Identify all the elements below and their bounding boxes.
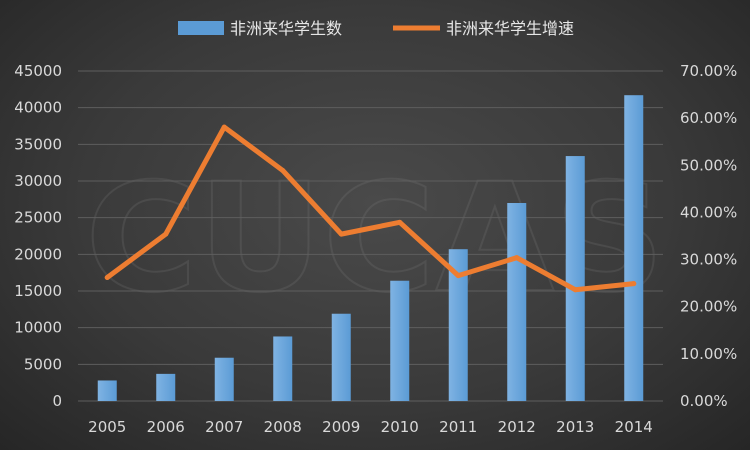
y-left-tick-label: 0 [52, 392, 62, 410]
line-point [631, 281, 637, 287]
y-left-tick-label: 20000 [14, 245, 62, 263]
x-tick-label: 2008 [264, 418, 302, 436]
legend-line-label: 非洲来华学生增速 [446, 19, 574, 38]
y-left-tick-label: 35000 [14, 135, 62, 153]
y-right-tick-label: 40.00% [680, 203, 737, 221]
y-left-tick-label: 40000 [14, 99, 62, 117]
y-right-tick-label: 60.00% [680, 109, 737, 127]
y-right-tick-label: 10.00% [680, 345, 737, 363]
line-point [280, 167, 286, 173]
line-point [163, 231, 169, 237]
bar [156, 373, 176, 401]
x-tick-label: 2007 [205, 418, 243, 436]
line-point [397, 219, 403, 225]
bar [331, 313, 351, 401]
line-point [221, 124, 227, 130]
axis-labels: 0 5000 10000 15000 20000 25000 30000 35000 40000… [14, 62, 737, 436]
y-right-tick-label: 20.00% [680, 298, 737, 316]
x-tick-label: 2006 [147, 418, 185, 436]
line-series [104, 124, 637, 293]
x-tick-label: 2009 [322, 418, 360, 436]
bar [390, 280, 410, 401]
bar-series [97, 95, 644, 401]
bar [214, 357, 234, 401]
bar [507, 203, 527, 401]
legend: 非洲来华学生数 非洲来华学生增速 [178, 19, 574, 38]
bar [565, 156, 585, 401]
line-point [338, 231, 344, 237]
gridlines [78, 70, 663, 402]
x-tick-label: 2011 [439, 418, 477, 436]
x-tick-label: 2010 [381, 418, 419, 436]
y-right-tick-label: 0.00% [680, 392, 728, 410]
bar [448, 249, 468, 401]
y-left-tick-label: 30000 [14, 172, 62, 190]
growth-line [104, 124, 637, 293]
legend-bar-label: 非洲来华学生数 [230, 19, 342, 38]
bar [273, 336, 293, 401]
line-point [572, 287, 578, 293]
line-point [514, 255, 520, 261]
line-point [455, 273, 461, 279]
bar [97, 380, 117, 401]
line-point [104, 274, 110, 280]
legend-bar-swatch [178, 21, 224, 35]
y-left-tick-label: 45000 [14, 62, 62, 80]
x-tick-label: 2012 [498, 418, 536, 436]
x-tick-label: 2013 [556, 418, 594, 436]
y-left-tick-label: 10000 [14, 319, 62, 337]
x-tick-label: 2005 [88, 418, 126, 436]
y-right-tick-label: 50.00% [680, 156, 737, 174]
y-right-tick-label: 30.00% [680, 251, 737, 269]
y-left-tick-label: 25000 [14, 209, 62, 227]
y-right-tick-label: 70.00% [680, 62, 737, 80]
x-tick-label: 2014 [615, 418, 653, 436]
y-left-tick-label: 15000 [14, 282, 62, 300]
bar [624, 95, 644, 401]
y-left-tick-label: 5000 [24, 355, 62, 373]
